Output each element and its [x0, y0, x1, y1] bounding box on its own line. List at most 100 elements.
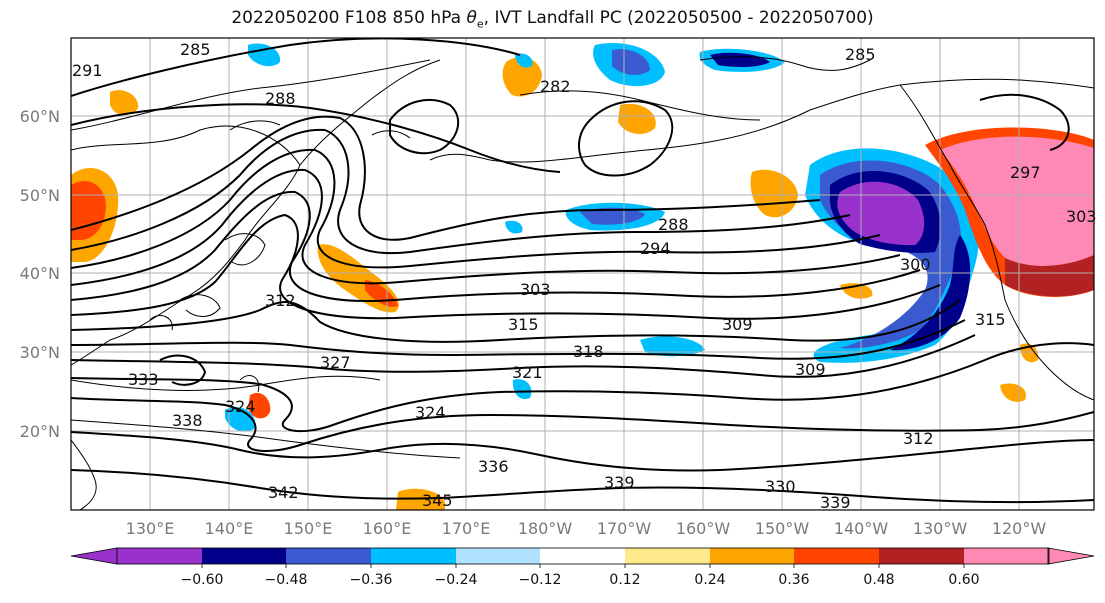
- lon-label: 140°E: [205, 519, 254, 538]
- contour: [71, 103, 561, 173]
- contour: [71, 299, 961, 343]
- negative-patch: [612, 49, 650, 75]
- contour-label: 294: [640, 239, 671, 258]
- contour-label: 297: [1010, 163, 1041, 182]
- contour-label: 342: [268, 483, 299, 502]
- positive-patch: [248, 392, 271, 419]
- contour-label: 303: [520, 280, 551, 299]
- negative-patch: [515, 53, 533, 68]
- colorbar-segment: [625, 548, 711, 564]
- colorbar-segment: [540, 548, 626, 564]
- negative-patch: [225, 407, 256, 432]
- negative-patch: [505, 220, 523, 234]
- contour: [71, 342, 1094, 433]
- contour-label: 300: [900, 255, 931, 274]
- positive-patch: [618, 103, 656, 134]
- contour-label: 336: [478, 457, 509, 476]
- latitude-labels: 60°N 50°N 40°N 30°N 20°N: [20, 107, 60, 441]
- contour-label: 333: [128, 370, 159, 389]
- contour-label: 338: [172, 411, 203, 430]
- contour-label: 315: [975, 310, 1006, 329]
- lon-label: 150°W: [755, 519, 810, 538]
- contour: [578, 100, 674, 177]
- negative-patch: [248, 43, 281, 67]
- contour-label: 345: [422, 491, 453, 510]
- negative-patch: [580, 207, 645, 225]
- contour-label: 282: [540, 77, 571, 96]
- colorbar-tick-label: −0.24: [435, 572, 478, 588]
- contour-label: 339: [820, 493, 851, 512]
- lat-label: 40°N: [20, 264, 60, 283]
- colorbar-segment: [964, 548, 1049, 564]
- colorbar-segment: [456, 548, 541, 564]
- negative-anomaly-max: [837, 181, 925, 246]
- lon-label: 120°W: [992, 519, 1047, 538]
- contour: [389, 99, 460, 155]
- lon-label: 170°E: [442, 519, 491, 538]
- negative-patch: [710, 52, 770, 67]
- lat-label: 50°N: [20, 186, 60, 205]
- contour: [71, 190, 921, 302]
- colorbar: −0.60 −0.48 −0.36 −0.24 −0.12 0.12 0.24 …: [70, 547, 1095, 588]
- colorbar-segment: [879, 548, 965, 564]
- colorbar-tick-label: 0.12: [609, 572, 640, 588]
- contour-label: 312: [903, 429, 934, 448]
- contour-label: 318: [573, 342, 604, 361]
- plot-title: 2022050200 F108 850 hPa θe, IVT Landfall…: [231, 8, 874, 31]
- lon-label: 140°W: [834, 519, 889, 538]
- contour-label: 324: [415, 403, 446, 422]
- contour: [71, 168, 901, 286]
- contour-label: 315: [508, 315, 539, 334]
- colorbar-tick-label: −0.48: [265, 572, 308, 588]
- contour-label: 291: [72, 61, 103, 80]
- colorbar-tick-label: 0.24: [694, 572, 725, 588]
- contour-label: 309: [795, 360, 826, 379]
- negative-patch: [640, 336, 705, 357]
- positive-anomaly-core: [940, 136, 1094, 266]
- contour-label: 303: [1066, 207, 1097, 226]
- colorbar-tick-label: 0.48: [863, 572, 894, 588]
- contour-label: 312: [265, 291, 296, 310]
- contour-label: 327: [320, 353, 351, 372]
- contour: [71, 38, 521, 97]
- colorbar-tick-label: −0.12: [519, 572, 562, 588]
- lon-label: 170°W: [597, 519, 652, 538]
- contour: [71, 334, 976, 378]
- colorbar-tick-label: 0.60: [948, 572, 979, 588]
- contour: [71, 115, 821, 241]
- positive-patch: [750, 169, 798, 218]
- colorbar-extend-low: [70, 547, 118, 565]
- contour-label: 339: [604, 473, 635, 492]
- map-frame: [70, 37, 1095, 511]
- colorbar-segment: [710, 548, 795, 564]
- colorbar-segment: [794, 548, 880, 564]
- lon-label: 150°E: [284, 519, 333, 538]
- contour: [159, 354, 207, 386]
- contour-label: 321: [512, 363, 543, 382]
- contour-label: 288: [265, 89, 296, 108]
- lat-label: 30°N: [20, 343, 60, 362]
- lon-label: 130°E: [126, 519, 175, 538]
- lon-label: 160°W: [676, 519, 731, 538]
- longitude-labels: 130°E 140°E 150°E 160°E 170°E 180°W 170°…: [126, 519, 1047, 538]
- colorbar-tick-label: 0.36: [778, 572, 809, 588]
- contour-label: 324: [225, 397, 256, 416]
- contour-label: 309: [722, 315, 753, 334]
- contour-label: 285: [180, 40, 211, 59]
- contour: [979, 93, 1070, 151]
- positive-anomaly-edge: [1005, 255, 1094, 297]
- positive-patch: [71, 181, 106, 240]
- positive-patch: [110, 90, 139, 116]
- colorbar-segment: [202, 548, 287, 564]
- contour: [71, 148, 881, 269]
- lon-label: 130°W: [913, 519, 968, 538]
- lat-label: 60°N: [20, 107, 60, 126]
- contour-label: 330: [765, 477, 796, 496]
- lat-label: 20°N: [20, 422, 60, 441]
- contour-label: 288: [658, 215, 689, 234]
- colorbar-tick-label: −0.60: [181, 572, 224, 588]
- colorbar-segment: [371, 548, 457, 564]
- colorbar-extend-high: [1047, 547, 1095, 565]
- positive-patch: [502, 57, 542, 97]
